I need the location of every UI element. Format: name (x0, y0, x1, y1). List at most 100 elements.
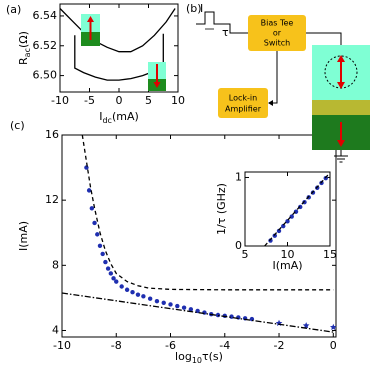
pulse-label: I (200, 2, 203, 15)
x-tick-label: 0 (330, 339, 337, 352)
state-icons (81, 14, 166, 91)
data-point (84, 165, 89, 170)
star-point (275, 319, 283, 326)
data-point (105, 266, 111, 271)
plot-frame (244, 171, 331, 247)
arrow-head (337, 82, 345, 89)
diagram: (b) I τ Bias Tee or Switch Lock-in Ampli… (186, 2, 370, 163)
arrow-head (268, 100, 273, 106)
y-tick-label: 6.52 (33, 39, 58, 52)
spacer-layer (312, 100, 370, 115)
data-point (103, 259, 108, 265)
data-point (272, 233, 277, 238)
x-tick-label: -10 (53, 339, 71, 352)
arrow-head (153, 82, 161, 88)
data-point (175, 303, 180, 309)
arrow-head (337, 55, 345, 62)
box-text: Amplifier (225, 105, 262, 114)
data-point (188, 307, 194, 312)
series-line (264, 172, 331, 247)
axis-label: I(mA) (17, 221, 30, 251)
data-point (168, 302, 173, 307)
data-point (86, 188, 92, 193)
wire (270, 51, 278, 104)
panel-label: (c) (10, 119, 25, 132)
data-point (135, 292, 141, 297)
star-point (302, 322, 310, 329)
panel-label: (a) (6, 3, 21, 16)
x-tick-label: -4 (219, 339, 230, 352)
data-point (154, 298, 160, 304)
data-point (108, 271, 114, 276)
data-point (95, 232, 100, 237)
data-point (97, 243, 103, 248)
x-tick-label: 0 (116, 94, 123, 107)
x-tick-label: -8 (111, 339, 122, 352)
data-point (119, 284, 124, 289)
pulse-line (196, 11, 248, 34)
y-tick-label: 16 (45, 128, 59, 141)
x-tick-label: 10 (171, 94, 185, 107)
charts: (a)-10 -5 0 5 106.506.526.54Idc(mA)Rac(Ω)(c)… (6, 3, 337, 365)
x-tick-label: 10 (281, 248, 295, 261)
y-tick-label: 12 (45, 193, 59, 206)
x-tick-label: 15 (323, 248, 337, 261)
x-tick-label: -2 (274, 339, 285, 352)
star-point (330, 323, 337, 331)
width-label: τ (222, 26, 229, 39)
y-tick-label: 1 (235, 170, 242, 183)
axis-label-text: I (99, 110, 102, 123)
series-line (59, 8, 176, 53)
axis-label-sub: ac (23, 48, 32, 57)
y-tick-label: 8 (52, 258, 59, 271)
axis-label: Rac(Ω) (17, 31, 32, 65)
box-text: Bias Tee (261, 19, 294, 28)
axis-label: Idc(mA) (99, 110, 139, 125)
axis-label-text: 1/τ (GHz) (215, 183, 228, 235)
data-point (161, 300, 166, 305)
box-text: Lock-in (229, 94, 257, 103)
y-tick-label: 6.50 (33, 69, 58, 82)
data-point (181, 305, 187, 310)
axis-label: I(mA) (272, 259, 302, 272)
data-point (124, 287, 130, 292)
data-point (281, 223, 286, 229)
x-tick-label: 5 (145, 94, 152, 107)
x-tick-label: 5 (242, 248, 249, 261)
data-point (268, 238, 273, 243)
arrow-head (337, 140, 345, 147)
axis-label-sub: 10 (192, 356, 202, 365)
axis-label-unit: τ(s) (202, 350, 223, 363)
x-tick-label: -6 (165, 339, 176, 352)
y-tick-label: 0 (235, 239, 242, 252)
data-point (111, 276, 116, 281)
data-point (89, 206, 95, 211)
data-point (141, 294, 146, 299)
axis-label-unit: (mA) (112, 110, 139, 123)
axis-label-text: log (175, 350, 192, 363)
axis-label-text: I(mA) (272, 259, 302, 272)
axis-label-text: R (17, 57, 30, 65)
arrow-head (87, 16, 94, 22)
axis-label: log10τ(s) (175, 350, 223, 365)
switch-box (248, 15, 306, 51)
chart: 5 10 15 0 1 I(mA) 1/τ (GHz) (215, 170, 337, 272)
data-point (100, 251, 105, 257)
x-tick-label: -5 (84, 94, 95, 107)
box-text: or (273, 29, 282, 38)
y-tick-label: 4 (52, 323, 59, 336)
series-line (81, 134, 334, 291)
panel-label: (b) (186, 2, 202, 15)
data-point (114, 279, 119, 284)
axis-label: 1/τ (GHz) (215, 183, 228, 235)
box-text: Switch (264, 39, 290, 48)
wire (306, 32, 342, 45)
data-point (147, 296, 153, 301)
axis-label-sub: dc (102, 116, 111, 125)
data-point (276, 228, 282, 234)
x-tick-label: -10 (51, 94, 69, 107)
lockin-box (218, 88, 268, 118)
y-tick-label: 6.54 (33, 9, 58, 22)
